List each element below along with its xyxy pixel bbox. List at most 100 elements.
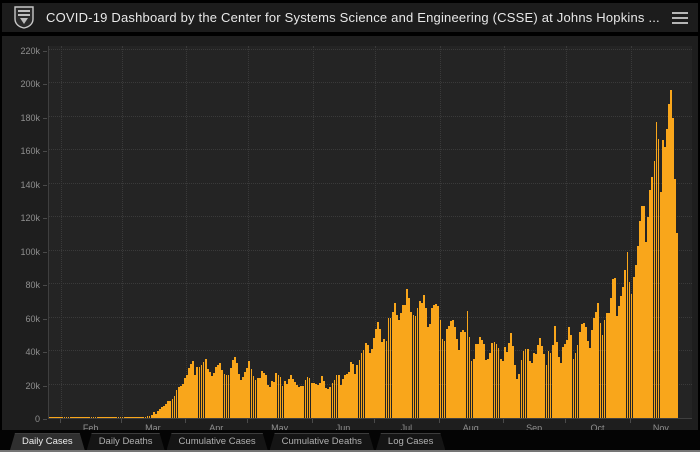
daily-cases-bar [179, 385, 182, 418]
daily-cases-bar [225, 375, 228, 418]
daily-cases-bar [501, 361, 504, 418]
y-gridline [49, 216, 692, 218]
daily-cases-bar [643, 206, 645, 418]
daily-cases-bar [244, 372, 247, 418]
daily-cases-bar [518, 374, 521, 418]
daily-cases-bar [127, 417, 130, 418]
daily-cases-bar [173, 395, 176, 418]
daily-cases-bar [560, 362, 562, 418]
x-gridline [312, 46, 314, 418]
daily-cases-bar [562, 347, 564, 418]
daily-cases-bar [452, 319, 454, 418]
daily-cases-bar [460, 331, 463, 418]
daily-cases-bar [555, 342, 558, 418]
daily-cases-bar [281, 386, 284, 418]
daily-cases-bar-chart[interactable] [48, 46, 692, 419]
y-axis-tick-label: 20k [25, 380, 40, 391]
daily-cases-bar [348, 371, 350, 418]
tab-log-cases[interactable]: Log Cases [376, 433, 445, 450]
daily-cases-bar [516, 379, 519, 418]
daily-cases-bar [582, 322, 585, 418]
x-axis-tick-label: May [271, 423, 289, 433]
daily-cases-bar [177, 386, 180, 418]
y-axis-tick [43, 218, 47, 220]
tab-daily-cases[interactable]: Daily Cases [10, 433, 85, 450]
daily-cases-bar [61, 417, 64, 418]
daily-cases-bar [522, 351, 525, 418]
daily-cases-bar [206, 368, 209, 418]
daily-cases-bar [169, 400, 172, 418]
y-gridline [49, 82, 692, 84]
daily-cases-bar [512, 345, 515, 418]
daily-cases-bar [599, 322, 602, 418]
daily-cases-bar [215, 367, 217, 418]
header-bar: COVID-19 Dashboard by the Center for Sys… [2, 3, 698, 32]
daily-cases-bar [476, 344, 479, 418]
daily-cases-bar [98, 417, 101, 418]
daily-cases-bar [302, 386, 305, 418]
daily-cases-bar [111, 417, 114, 418]
daily-cases-bar [628, 282, 631, 418]
daily-cases-bar [150, 415, 153, 418]
daily-cases-bar [333, 379, 336, 418]
daily-cases-bar [524, 348, 527, 418]
y-axis-tick [43, 51, 47, 52]
daily-cases-bar [464, 331, 467, 418]
daily-cases-bar [566, 340, 569, 418]
daily-cases-bar [481, 340, 483, 418]
daily-cases-bar [636, 246, 639, 418]
daily-cases-bar [240, 380, 242, 418]
daily-cases-bar [632, 276, 635, 418]
daily-cases-bar [323, 380, 325, 418]
y-axis-tick [43, 352, 47, 354]
daily-cases-bar [441, 338, 444, 418]
daily-cases-bar [362, 350, 365, 418]
tab-cumulative-deaths[interactable]: Cumulative Deaths [270, 433, 374, 450]
daily-cases-bar [553, 325, 556, 418]
x-gridline [248, 46, 250, 418]
daily-cases-bar [433, 304, 436, 418]
y-gridline [49, 149, 692, 151]
daily-cases-bar [535, 353, 537, 418]
daily-cases-bar [107, 417, 109, 418]
x-gridline [121, 46, 123, 418]
daily-cases-bar [316, 385, 319, 418]
daily-cases-bar [400, 312, 402, 418]
daily-cases-bar [645, 241, 647, 418]
daily-cases-bar [539, 338, 542, 418]
daily-cases-bar [564, 344, 566, 418]
daily-cases-bar [408, 298, 411, 418]
y-axis-tick [43, 151, 47, 153]
hamburger-menu-icon[interactable] [672, 11, 688, 24]
daily-cases-bar [425, 308, 427, 418]
x-gridline [630, 46, 632, 418]
daily-cases-bar [591, 330, 593, 418]
y-axis-tick-label: 160k [20, 146, 40, 157]
chart-tabs: Daily Cases Daily Deaths Cumulative Case… [10, 433, 447, 450]
x-axis-tick-label: Feb [82, 423, 99, 433]
daily-cases-bar [154, 413, 157, 418]
daily-cases-bar [223, 374, 226, 418]
tab-daily-deaths[interactable]: Daily Deaths [87, 433, 165, 450]
daily-cases-bar [198, 366, 201, 418]
daily-cases-bar [256, 378, 259, 418]
tab-cumulative-cases[interactable]: Cumulative Cases [167, 433, 268, 450]
daily-cases-bar [53, 417, 55, 418]
daily-cases-bar [204, 358, 207, 418]
daily-cases-bar [100, 417, 103, 418]
x-axis-tick-label: Apr [209, 423, 224, 433]
daily-cases-bar [343, 375, 346, 418]
daily-cases-bar [427, 326, 429, 418]
x-axis-tick [185, 419, 187, 423]
daily-cases-bar [614, 277, 616, 418]
daily-cases-bar [641, 206, 643, 418]
daily-cases-bar [55, 417, 57, 418]
daily-cases-bar [474, 344, 477, 418]
daily-cases-bar [665, 128, 668, 418]
y-gridline [49, 283, 692, 285]
daily-cases-bar [389, 318, 392, 418]
daily-cases-bar [439, 320, 442, 418]
daily-cases-bar [616, 316, 618, 418]
daily-cases-bar [113, 417, 116, 418]
